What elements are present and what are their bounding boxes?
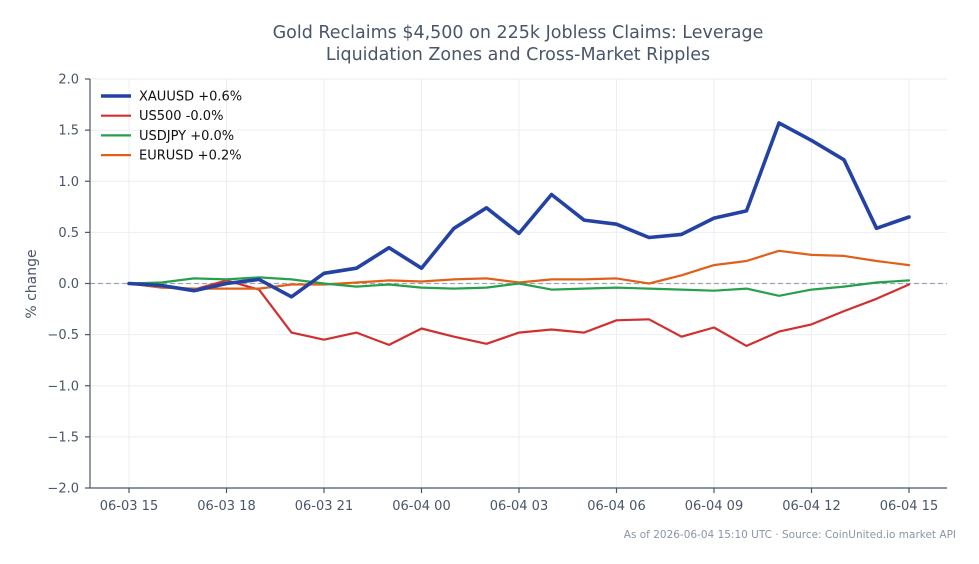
- legend: XAUUSD +0.6% US500 -0.0% USDJPY +0.0% EURUS…: [101, 90, 242, 164]
- legend-label-0: XAUUSD +0.6%: [139, 90, 242, 105]
- series-line-0: [127, 121, 911, 299]
- x-tick-label: 06-03 15: [100, 499, 158, 514]
- x-tick-label: 06-04 09: [685, 499, 743, 514]
- y-tick-label: 0.5: [58, 226, 79, 241]
- source-footnote: As of 2026-06-04 15:10 UTC · Source: Coi…: [624, 529, 956, 541]
- x-tick-label: 06-03 18: [197, 499, 255, 514]
- x-tick-label: 06-04 12: [782, 499, 840, 514]
- y-tick-label: −2.0: [47, 482, 79, 497]
- series-line-2: [127, 276, 911, 297]
- x-tick-label: 06-04 03: [490, 499, 548, 514]
- legend-label-2: USDJPY +0.0%: [139, 129, 234, 144]
- axes: 2.0 1.5 1.0 0.5 0.0 −0.5 −1.0 −1.5 −2.0 06-03 15 0…: [47, 73, 947, 514]
- x-tick-label: 06-03 21: [295, 499, 353, 514]
- y-tick-label: 2.0: [58, 73, 79, 88]
- y-tick-label: −0.5: [47, 328, 79, 343]
- chart-title-line-2: Liquidation Zones and Cross-Market Rippl…: [326, 45, 710, 65]
- x-tick-label: 06-04 15: [880, 499, 938, 514]
- series-layer: [127, 121, 911, 347]
- y-axis-label: % change: [24, 249, 40, 318]
- y-tick-label: −1.0: [47, 379, 79, 394]
- y-tick-label: 1.0: [58, 175, 79, 190]
- legend-label-3: EURUSD +0.2%: [139, 149, 242, 164]
- y-tick-label: 0.0: [58, 277, 79, 292]
- legend-label-1: US500 -0.0%: [139, 109, 223, 124]
- x-tick-label: 06-04 06: [587, 499, 645, 514]
- x-tick-label: 06-04 00: [392, 499, 450, 514]
- y-tick-label: −1.5: [47, 430, 79, 445]
- y-tick-label: 1.5: [58, 124, 79, 139]
- chart-title-line-1: Gold Reclaims $4,500 on 225k Jobless Cla…: [273, 23, 764, 43]
